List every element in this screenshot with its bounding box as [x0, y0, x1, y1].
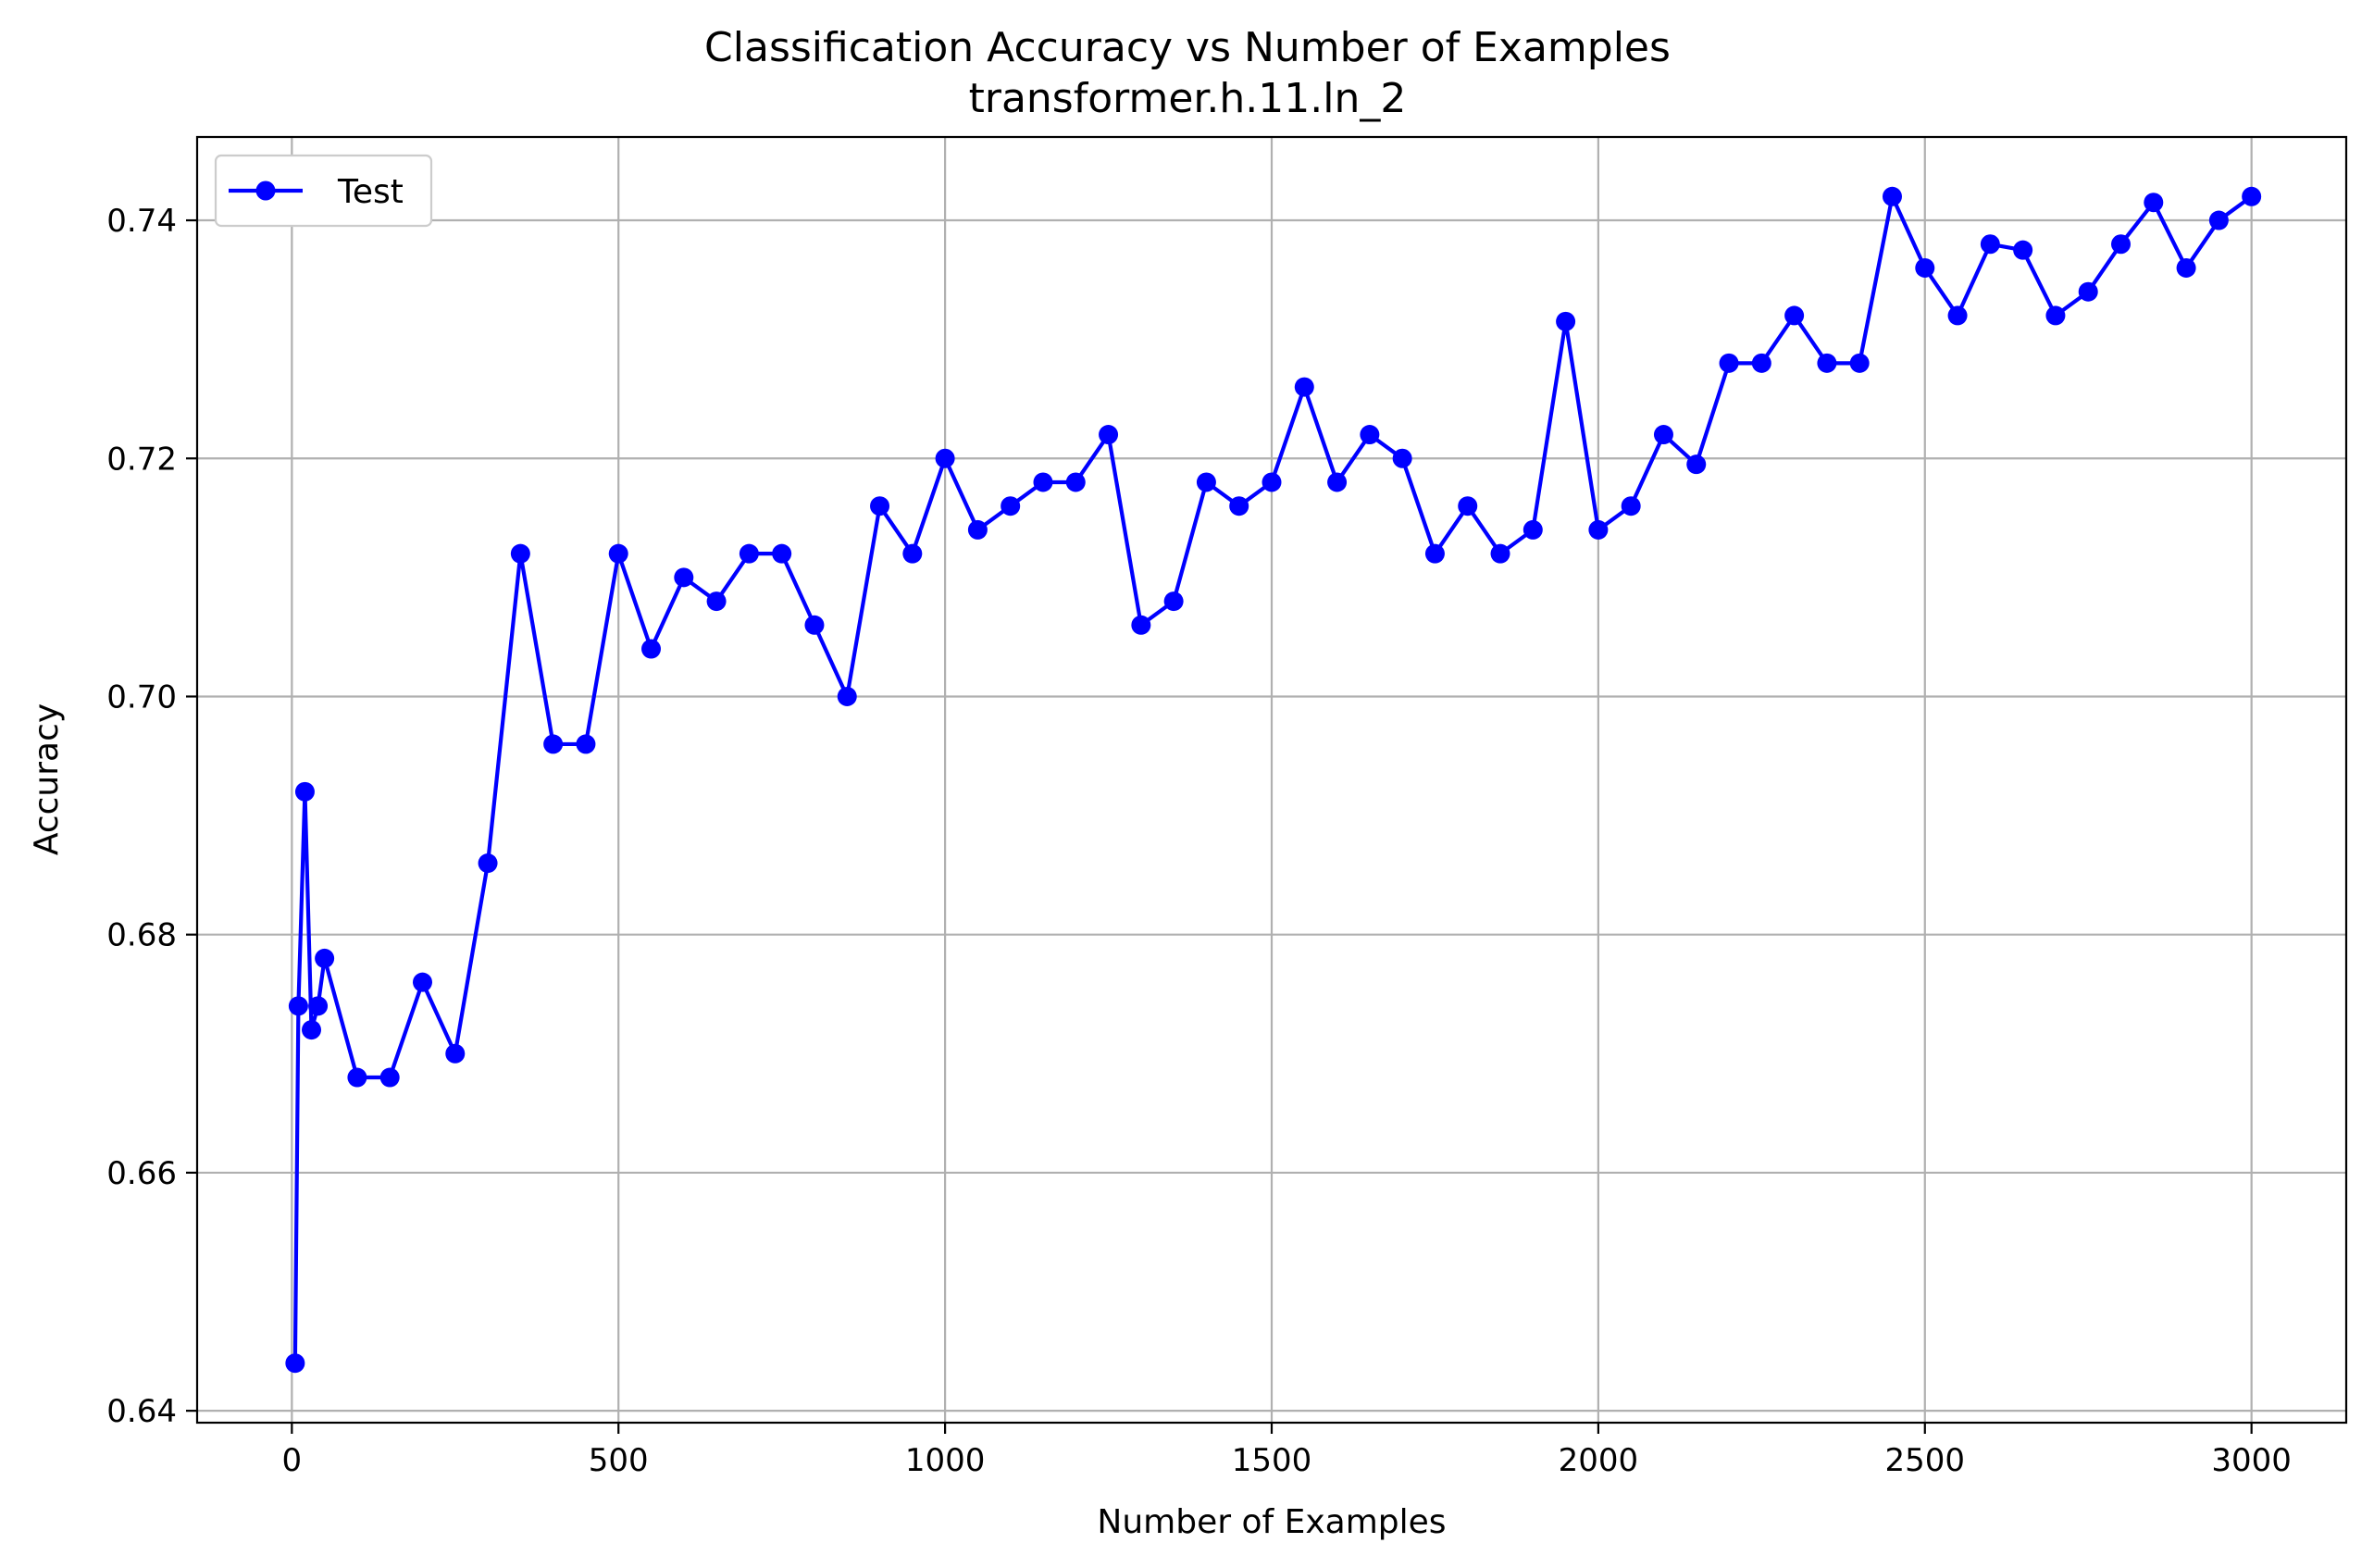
legend-box [214, 154, 433, 228]
data-point [1784, 305, 1805, 326]
grid-lines [197, 137, 2346, 1423]
data-point [2144, 193, 2164, 213]
data-point [706, 591, 727, 612]
y-tick-label: 0.66 [106, 1155, 177, 1192]
series-test [285, 186, 2262, 1374]
data-point [510, 543, 530, 564]
y-tick-label: 0.74 [106, 203, 177, 240]
data-point [902, 543, 923, 564]
data-point [1424, 543, 1445, 564]
data-point [2176, 257, 2196, 278]
data-point [870, 496, 890, 516]
data-point [1163, 591, 1184, 612]
data-point [1065, 472, 1086, 492]
x-tick-label: 0 [282, 1442, 303, 1479]
data-point [576, 734, 596, 754]
data-point [967, 519, 988, 540]
x-tick-label: 1500 [1232, 1442, 1312, 1479]
axis-ticks: 0 500 1000 1500 2000 2500 3000 0.64 0.66 0.68 0.70… [106, 203, 2292, 1479]
data-point [285, 1353, 305, 1374]
data-point [1849, 353, 1870, 373]
y-tick-label: 0.68 [106, 917, 177, 954]
data-point [1915, 257, 1935, 278]
data-point [1196, 472, 1216, 492]
data-point [2242, 186, 2262, 206]
data-point [1719, 353, 1739, 373]
y-tick-label: 0.64 [106, 1393, 177, 1430]
data-point [445, 1043, 466, 1064]
y-tick-label: 0.72 [106, 441, 177, 478]
data-point [347, 1067, 367, 1088]
data-point [1033, 472, 1053, 492]
data-point [1099, 425, 1119, 445]
legend-marker [255, 180, 276, 201]
data-point [608, 543, 628, 564]
legend-label-test: Test [337, 173, 404, 211]
data-point [1882, 186, 1902, 206]
data-point [412, 972, 432, 992]
data-point [308, 996, 329, 1016]
data-point [2078, 281, 2098, 302]
legend: Test [214, 154, 433, 228]
data-point [641, 639, 662, 659]
data-point [288, 996, 308, 1016]
data-point [1360, 425, 1380, 445]
data-point [1490, 543, 1510, 564]
data-point [1556, 311, 1576, 331]
data-point [379, 1067, 400, 1088]
data-point [935, 448, 955, 468]
data-point [1980, 234, 2000, 255]
chart-title: Classification Accuracy vs Number of Exa… [704, 24, 1671, 71]
data-point [302, 1020, 322, 1040]
data-point [478, 853, 498, 874]
data-point [1653, 425, 1673, 445]
data-point [1327, 472, 1348, 492]
data-point [1458, 496, 1478, 516]
x-tick-label: 500 [589, 1442, 649, 1479]
plot-frame [195, 135, 2348, 1425]
series-line-test [292, 194, 2253, 1363]
data-point [772, 543, 792, 564]
data-point [837, 686, 857, 706]
data-point [1588, 519, 1609, 540]
data-point [315, 948, 335, 968]
x-tick-label: 2000 [1559, 1442, 1639, 1479]
data-point [1294, 377, 1314, 397]
y-tick-label: 0.70 [106, 678, 177, 716]
data-point [1262, 472, 1282, 492]
data-point [294, 781, 315, 802]
chart-subtitle: transformer.h.11.ln_2 [969, 75, 1407, 122]
data-point [739, 543, 759, 564]
x-axis-label: Number of Examples [1097, 1503, 1446, 1541]
x-tick-label: 2500 [1885, 1442, 1966, 1479]
x-tick-label: 1000 [905, 1442, 986, 1479]
data-point [804, 615, 825, 635]
data-point [1621, 496, 1641, 516]
data-point [2045, 305, 2066, 326]
data-point [674, 567, 694, 588]
data-point [2111, 234, 2132, 255]
data-point [1751, 353, 1771, 373]
data-point [543, 734, 564, 754]
data-point [1001, 496, 1021, 516]
x-tick-label: 3000 [2211, 1442, 2292, 1479]
data-point [1392, 448, 1412, 468]
data-point [1131, 615, 1151, 635]
data-point [1229, 496, 1249, 516]
data-point [1817, 353, 1837, 373]
data-point [1523, 519, 1543, 540]
data-point [2208, 210, 2229, 230]
data-point [1686, 454, 1707, 475]
data-point [2013, 240, 2033, 260]
data-point [1947, 305, 1968, 326]
y-axis-label: Accuracy [28, 703, 66, 855]
